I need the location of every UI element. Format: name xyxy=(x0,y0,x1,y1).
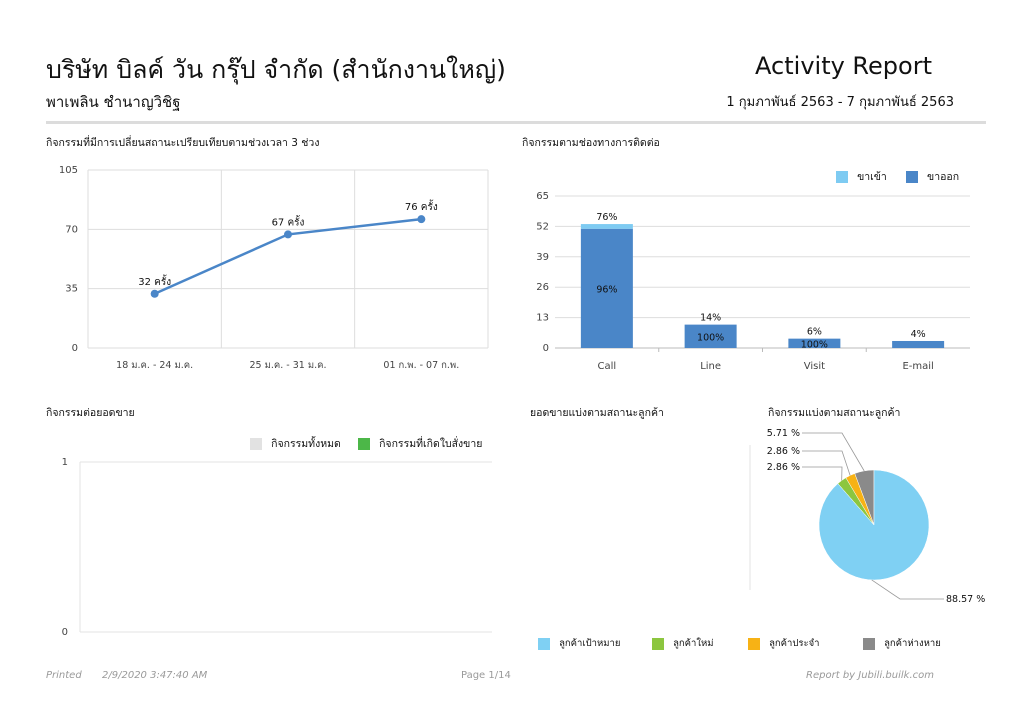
footer-printed-time: 2/9/2020 3:47:40 AM xyxy=(102,670,208,681)
bar-inner-label: 96% xyxy=(596,284,617,295)
channel-title: กิจกรรมตามช่องทางการติดต่อ xyxy=(522,137,660,149)
activity-by-status-pie: 5.71 % 2.86 % 2.86 % 88.57 % xyxy=(749,428,985,605)
status-change-line-chart: 0 35 70 105 18 ม.ค. - 24 ม.ค. 25 ม.ค. - 31 ม.… xyxy=(59,165,489,371)
header-divider xyxy=(46,121,986,124)
line-point xyxy=(284,230,292,239)
date-range: 1 กุมภาพันธ์ 2563 - 7 กุมภาพันธ์ 2563 xyxy=(726,95,954,110)
company-name: บริษัท บิลค์ วัน กรุ๊ป จำกัด (สำนักงานให… xyxy=(46,55,506,84)
line-y-tick: 0 xyxy=(72,343,78,354)
bar-inner-label: 100% xyxy=(801,339,828,350)
legend-swatch-all-activities xyxy=(250,437,262,450)
legend-item-regular: ลูกค้าประจำ xyxy=(748,633,820,652)
legend-label-new: ลูกค้าใหม่ xyxy=(673,638,714,649)
legend-label-regular: ลูกค้าประจำ xyxy=(769,638,820,649)
line-point xyxy=(417,215,426,224)
line-data-label: 32 ครั้ง xyxy=(138,274,171,288)
pie-leader-line xyxy=(802,450,851,476)
line-x-tick: 18 ม.ค. - 24 ม.ค. xyxy=(116,360,193,371)
legend-swatch-new xyxy=(652,637,664,650)
line-x-tick: 25 ม.ค. - 31 ม.ค. xyxy=(250,360,327,371)
line-y-tick: 70 xyxy=(65,224,78,235)
bar-outbound xyxy=(788,338,841,348)
person-name: พาเพลิน ชำนาญวิชิฐ xyxy=(46,93,181,111)
bar-y-tick: 0 xyxy=(543,343,549,354)
bar-x-tick: Visit xyxy=(804,361,825,372)
line-y-tick: 105 xyxy=(59,165,78,176)
channel-bar-chart: 0132639526576%96%Call14%100%Line6%100%Vi… xyxy=(536,191,970,372)
legend-label-lapsed: ลูกค้าห่างหาย xyxy=(884,638,941,649)
pie-value-label: 88.57 % xyxy=(946,594,985,605)
legend-swatch-regular xyxy=(748,637,760,650)
footer-brand: Report by Jubili.builk.com xyxy=(806,670,934,681)
pie-leader-line xyxy=(802,432,865,472)
legend-item-new: ลูกค้าใหม่ xyxy=(652,633,714,652)
bar-y-tick: 65 xyxy=(536,191,549,202)
channel-legend: ขาเข้า ขาออก xyxy=(836,166,959,185)
activity-by-status-title: กิจกรรมแบ่งตามสถานะลูกค้า xyxy=(768,407,901,419)
line-x-tick: 01 ก.พ. - 07 ก.พ. xyxy=(383,360,459,371)
footer-page-number: Page 1/14 xyxy=(461,670,511,681)
report-title: Activity Report xyxy=(755,52,932,80)
bar-inner-label: 100% xyxy=(697,332,724,343)
legend-label-sales-order: กิจกรรมที่เกิดใบสั่งขาย xyxy=(379,438,483,450)
status-change-title: กิจกรรมที่มีการเปลี่ยนสถานะเปรียบเทียบตา… xyxy=(46,137,320,149)
empty-y-tick: 1 xyxy=(62,457,68,468)
pie-value-label: 5.71 % xyxy=(767,428,800,439)
bar-y-tick: 13 xyxy=(536,313,549,324)
line-y-tick: 35 xyxy=(65,284,78,295)
per-sales-legend: กิจกรรมทั้งหมด กิจกรรมที่เกิดใบสั่งขาย xyxy=(250,433,482,452)
legend-label-outbound: ขาออก xyxy=(927,171,960,183)
pie-leader-line xyxy=(871,579,944,600)
pie-value-label: 2.86 % xyxy=(767,462,800,473)
bar-x-tick: E-mail xyxy=(902,361,933,372)
line-series xyxy=(154,217,422,295)
pie-slice xyxy=(818,469,930,581)
bar-outbound xyxy=(684,324,737,348)
per-sales-chart: 01 xyxy=(62,457,492,638)
line-data-label: 76 ครั้ง xyxy=(405,199,438,213)
legend-swatch-lapsed xyxy=(863,637,875,650)
bar-top-label: 6% xyxy=(807,327,822,338)
bar-outbound xyxy=(892,340,945,348)
legend-swatch-target xyxy=(538,637,550,650)
bar-top-label: 76% xyxy=(596,212,617,223)
legend-swatch-outbound xyxy=(905,170,918,183)
sales-by-status-title: ยอดขายแบ่งตามสถานะลูกค้า xyxy=(530,407,664,419)
bar-y-tick: 26 xyxy=(536,282,549,293)
bar-y-tick: 52 xyxy=(536,221,549,232)
legend-item-target: ลูกค้าเป้าหมาย xyxy=(538,633,620,652)
empty-y-tick: 0 xyxy=(62,627,68,638)
bar-y-tick: 39 xyxy=(536,252,549,263)
legend-label-inbound: ขาเข้า xyxy=(857,171,887,183)
legend-item-lapsed: ลูกค้าห่างหาย xyxy=(863,633,941,652)
bar-inbound xyxy=(580,224,633,229)
legend-label-all-activities: กิจกรรมทั้งหมด xyxy=(271,438,341,450)
bar-top-label: 4% xyxy=(911,329,926,340)
legend-swatch-sales-order xyxy=(357,437,370,450)
pie-leader-line xyxy=(802,466,843,481)
line-data-label: 67 ครั้ง xyxy=(272,214,305,228)
legend-label-target: ลูกค้าเป้าหมาย xyxy=(559,638,621,649)
pie-value-label: 2.86 % xyxy=(767,446,800,457)
bar-x-tick: Line xyxy=(700,361,721,372)
legend-swatch-inbound xyxy=(836,170,848,183)
footer-printed-label: Printed xyxy=(46,670,82,681)
per-sales-title: กิจกรรมต่อยอดขาย xyxy=(46,407,135,419)
bar-x-tick: Call xyxy=(598,361,617,372)
bar-top-label: 14% xyxy=(700,313,721,324)
line-point xyxy=(150,289,159,298)
bar-outbound xyxy=(580,228,633,348)
